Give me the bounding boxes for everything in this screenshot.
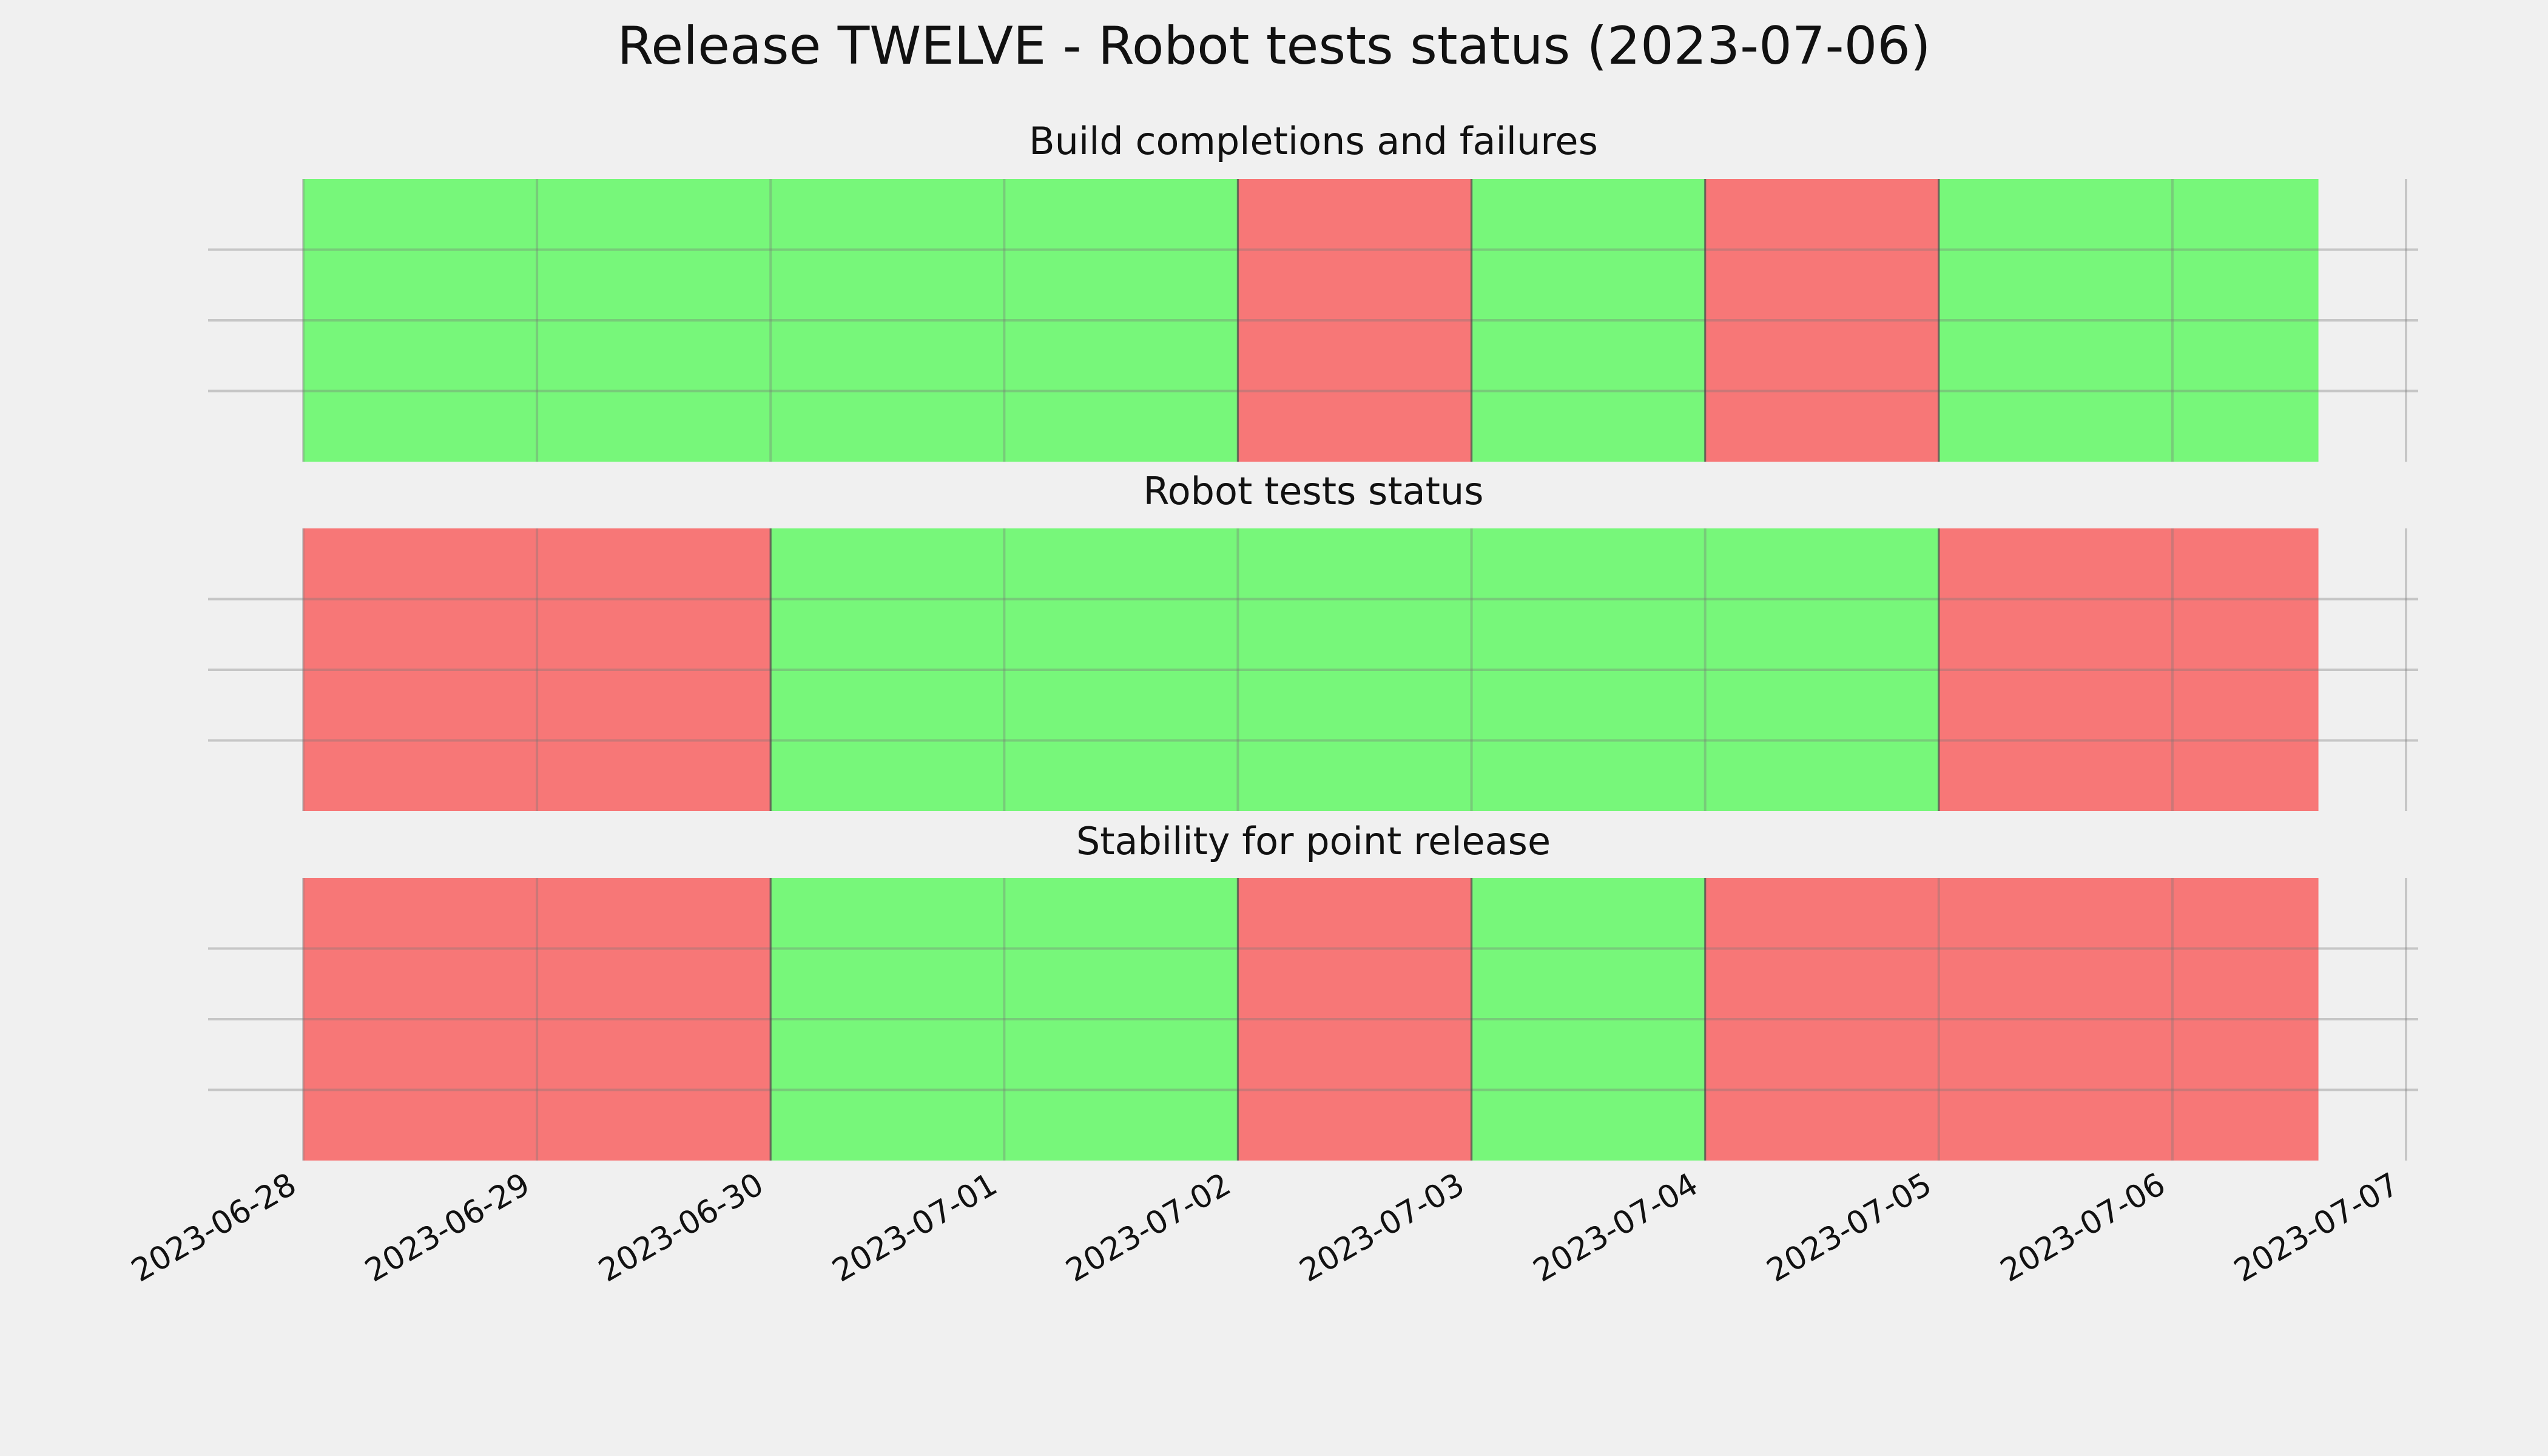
panel-robot-segment-fail <box>1938 528 2319 811</box>
panel-stability-segment-pass <box>1471 878 1705 1161</box>
panel-build-bars <box>303 179 2319 462</box>
panel-stability-segment-fail <box>303 878 771 1161</box>
panel-build-segment-fail <box>1238 179 1472 462</box>
panel-stability-segment-pass <box>770 878 1238 1161</box>
panel-build-grid <box>208 179 2418 462</box>
panel-build-segment-pass <box>1471 179 1705 462</box>
panel-build: Build completions and failures <box>208 119 2418 462</box>
panel-build-segment-fail <box>1705 179 1939 462</box>
panel-robot-grid <box>208 528 2418 811</box>
panel-stability: Stability for point release <box>208 819 2418 1161</box>
panel-stability-segment-fail <box>1705 878 2319 1161</box>
panel-build-segment-pass <box>303 179 1238 462</box>
panel-stability-title: Stability for point release <box>1076 819 1551 863</box>
panel-robot: Robot tests status <box>208 469 2418 811</box>
panel-robot-segment-fail <box>303 528 771 811</box>
panel-stability-grid <box>208 878 2418 1161</box>
chart-title: Release TWELVE - Robot tests status (202… <box>617 16 1930 76</box>
panel-robot-segment-pass <box>770 528 1939 811</box>
panel-build-segment-pass <box>1938 179 2319 462</box>
panel-stability-segment-fail <box>1238 878 1472 1161</box>
panel-build-title: Build completions and failures <box>1029 119 1598 163</box>
panel-robot-title: Robot tests status <box>1143 469 1483 513</box>
panel-robot-bars <box>303 528 2319 811</box>
panel-stability-bars <box>303 878 2319 1161</box>
